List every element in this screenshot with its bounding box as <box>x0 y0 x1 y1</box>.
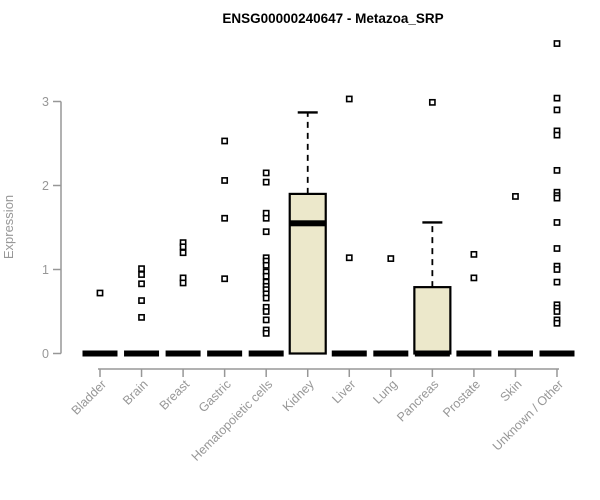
outlier-point-unknown-other <box>553 194 561 202</box>
outlier-point-hematopoietic-cells <box>262 228 270 236</box>
median-line-lung <box>373 350 409 357</box>
x-category-label-unknown-other: Unknown / Other <box>490 377 566 453</box>
outlier-point-pancreas <box>428 98 436 106</box>
box-pancreas <box>413 286 452 355</box>
x-category-label-prostate: Prostate <box>440 377 483 420</box>
outlier-point-hematopoietic-cells <box>262 272 270 280</box>
y-tick-label: 1 <box>42 263 49 277</box>
median-line-bladder <box>82 350 118 357</box>
median-line-brain <box>124 350 160 357</box>
outlier-point-breast <box>179 249 187 257</box>
median-line-unknown-other <box>539 350 575 357</box>
outlier-point-hematopoietic-cells <box>262 308 270 315</box>
x-category-label-bladder: Bladder <box>69 377 109 417</box>
outlier-point-prostate <box>470 250 478 258</box>
y-tick-label: 2 <box>42 179 49 193</box>
outlier-point-hematopoietic-cells <box>262 316 270 324</box>
median-line-prostate <box>456 350 492 357</box>
median-line-pancreas <box>414 350 450 357</box>
outlier-point-brain <box>138 313 145 321</box>
outlier-point-liver <box>345 95 353 103</box>
chart-title: ENSG00000240647 - Metazoa_SRP <box>222 11 443 26</box>
outlier-point-hematopoietic-cells <box>262 261 270 269</box>
outlier-point-gastric <box>221 177 229 184</box>
y-axis-title: Expression <box>1 195 16 259</box>
x-category-label-hematopoietic-cells: Hematopoietic cells <box>189 377 276 464</box>
x-category-label-lung: Lung <box>370 377 400 407</box>
outlier-point-lung <box>387 255 395 262</box>
outlier-point-unknown-other <box>553 106 561 114</box>
outlier-point-gastric <box>221 275 229 283</box>
y-tick-label: 0 <box>42 347 49 361</box>
outlier-point-brain <box>138 280 145 288</box>
median-line-hematopoietic-cells <box>248 350 284 357</box>
outlier-point-hematopoietic-cells <box>262 178 270 186</box>
outlier-point-unknown-other <box>553 278 561 286</box>
outlier-point-unknown-other <box>553 219 561 226</box>
x-category-label-gastric: Gastric <box>196 377 234 415</box>
x-category-label-kidney: Kidney <box>280 377 317 414</box>
x-category-label-breast: Breast <box>157 377 193 413</box>
median-line-gastric <box>207 350 243 357</box>
outlier-point-brain <box>138 271 145 278</box>
median-line-skin <box>497 350 533 357</box>
outlier-point-hematopoietic-cells <box>262 169 270 177</box>
outlier-point-brain <box>138 297 145 304</box>
outlier-point-unknown-other <box>553 319 561 327</box>
x-category-label-liver: Liver <box>329 377 358 406</box>
outlier-point-liver <box>345 254 353 262</box>
outlier-point-gastric <box>221 214 229 222</box>
median-line-liver <box>331 350 367 357</box>
outlier-point-unknown-other <box>553 308 561 315</box>
x-category-label-brain: Brain <box>120 377 151 408</box>
outlier-point-unknown-other <box>553 94 561 102</box>
outlier-point-unknown-other <box>553 40 561 47</box>
outlier-point-breast <box>179 243 187 251</box>
outlier-point-unknown-other <box>553 266 561 273</box>
y-tick-label: 3 <box>42 95 49 109</box>
outlier-point-breast <box>179 279 187 287</box>
outlier-point-prostate <box>470 274 478 282</box>
outlier-point-skin <box>512 193 519 200</box>
outlier-point-brain <box>138 265 145 273</box>
box-kidney <box>288 192 327 355</box>
outlier-point-hematopoietic-cells <box>262 294 270 302</box>
outlier-point-gastric <box>221 137 229 145</box>
outlier-point-hematopoietic-cells <box>262 214 270 222</box>
outlier-point-unknown-other <box>553 166 561 174</box>
outlier-point-unknown-other <box>553 245 561 252</box>
outlier-point-bladder <box>96 289 104 297</box>
median-line-kidney <box>290 220 326 227</box>
x-category-label-pancreas: Pancreas <box>394 377 441 424</box>
median-line-breast <box>165 350 201 357</box>
outlier-point-hematopoietic-cells <box>262 329 270 337</box>
x-category-label-skin: Skin <box>497 377 524 404</box>
outlier-point-unknown-other <box>553 131 561 139</box>
